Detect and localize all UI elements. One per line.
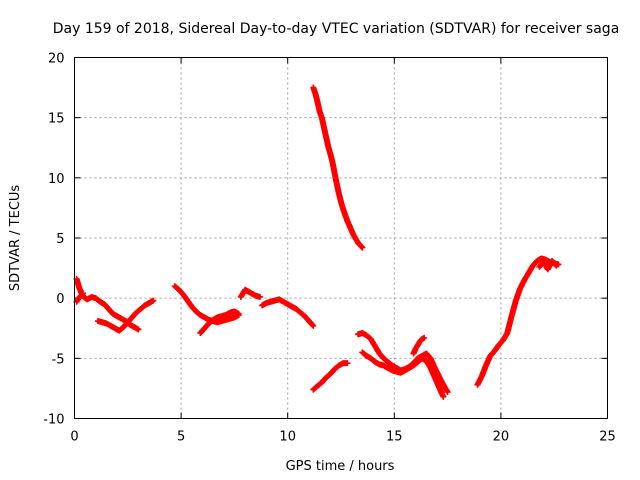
series-seg2 — [73, 290, 87, 305]
data-marks — [73, 84, 562, 400]
grid-lines — [74, 57, 608, 419]
series-seg4 — [171, 283, 242, 326]
series-seg6 — [237, 286, 263, 300]
y-tick-label: -5 — [52, 352, 65, 367]
data-point-marks — [73, 290, 87, 305]
y-tick-label: 10 — [48, 172, 65, 187]
series-seg3 — [94, 297, 157, 334]
y-tick-label: 5 — [56, 232, 64, 247]
series-seg5 — [197, 308, 242, 337]
data-point-marks — [474, 255, 562, 388]
data-point-marks — [310, 84, 366, 251]
series-seg13 — [474, 255, 562, 388]
x-tick-label: 15 — [386, 430, 403, 445]
x-tick-label: 20 — [493, 430, 510, 445]
x-tick-label: 25 — [599, 430, 616, 445]
data-point-marks — [171, 283, 242, 326]
data-point-marks — [536, 257, 560, 273]
series-seg8 — [310, 84, 366, 251]
series-seg12 — [410, 334, 428, 357]
data-point-marks — [410, 334, 428, 357]
plot-frame — [74, 57, 608, 419]
data-point-marks — [359, 349, 447, 400]
x-tick-label: 0 — [70, 430, 78, 445]
y-tick-label: 0 — [56, 292, 64, 307]
x-tick-labels: 0 5 10 15 20 25 — [70, 430, 615, 445]
data-point-marks — [237, 286, 263, 300]
data-point-marks — [197, 308, 242, 337]
y-tick-label: 15 — [48, 112, 65, 127]
data-point-marks — [94, 297, 157, 334]
series-seg9 — [310, 360, 351, 393]
chart-title: Day 159 of 2018, Sidereal Day-to-day VTE… — [53, 21, 620, 37]
data-point-marks — [310, 360, 351, 393]
y-tick-labels: -10 -5 0 5 10 15 20 — [43, 52, 64, 428]
x-tick-label: 10 — [279, 430, 296, 445]
series-seg11 — [359, 349, 447, 400]
y-tick-label: 20 — [48, 52, 65, 67]
y-tick-label: -10 — [43, 413, 64, 428]
series-seg14 — [536, 257, 560, 273]
series-seg7 — [259, 296, 317, 329]
x-axis-label: GPS time / hours — [286, 459, 395, 474]
y-axis-label: SDTVAR / TECUs — [8, 185, 23, 292]
data-point-marks — [259, 296, 317, 329]
x-tick-label: 5 — [177, 430, 185, 445]
